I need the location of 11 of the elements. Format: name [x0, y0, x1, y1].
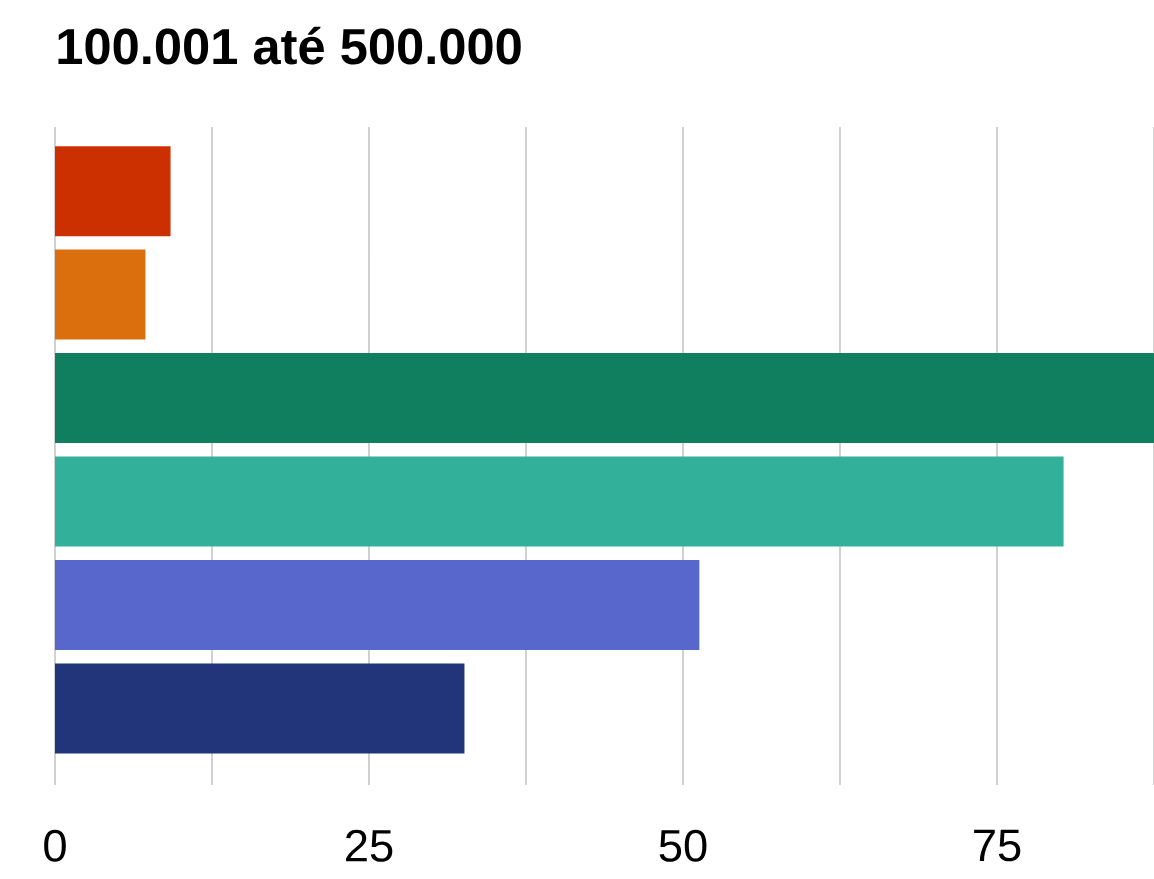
- x-tick-label: 25: [346, 829, 393, 862]
- x-tick-label: 0: [44, 829, 66, 862]
- bar: [55, 249, 146, 340]
- bar: [55, 353, 1154, 444]
- bar: [55, 146, 171, 237]
- bar: [55, 663, 465, 754]
- bar: [55, 559, 700, 650]
- x-tick-label: 50: [659, 829, 707, 862]
- x-tick-label: 75: [974, 829, 1021, 862]
- bar: [55, 456, 1064, 547]
- chart-title: 100.001 até 500.000: [58, 26, 521, 65]
